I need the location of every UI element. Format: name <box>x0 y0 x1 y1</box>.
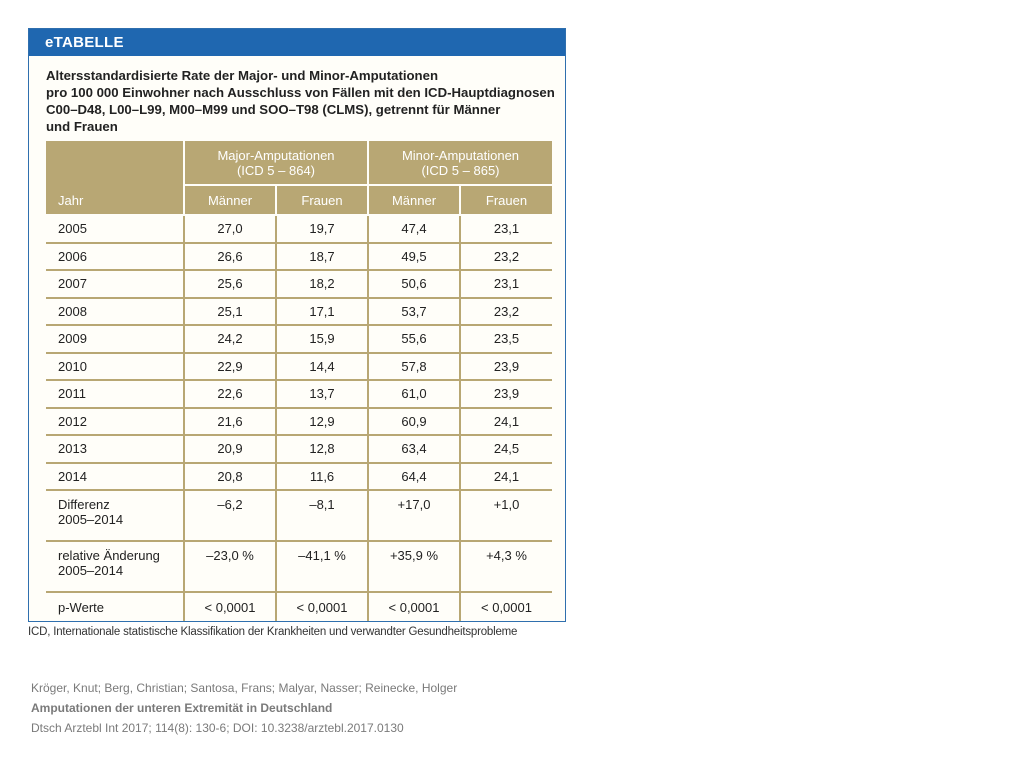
table-cell: 20,9 <box>184 435 277 464</box>
row-label: relative Änderung 2005–2014 <box>46 541 185 593</box>
row-label: 2009 <box>46 325 185 354</box>
table-footnote: ICD, Internationale statistische Klassif… <box>28 626 518 638</box>
table-cell: +1,0 <box>460 490 552 542</box>
table-cell: 23,9 <box>460 380 552 409</box>
table-cell: 25,1 <box>184 297 277 326</box>
table-cell: 23,9 <box>460 352 552 381</box>
table-cell: 14,4 <box>276 352 369 381</box>
table-cell: 61,0 <box>368 380 461 409</box>
table-cell: 27,0 <box>184 215 277 244</box>
table-cell: 23,1 <box>460 270 552 299</box>
table-cell: 63,4 <box>368 435 461 464</box>
table-cell: 17,1 <box>276 297 369 326</box>
table-cell: 22,9 <box>184 352 277 381</box>
row-label: 2014 <box>46 462 185 491</box>
table-cell: 49,5 <box>368 242 461 271</box>
citation: Kröger, Knut; Berg, Christian; Santosa, … <box>31 678 457 738</box>
table-cell: 23,2 <box>460 242 552 271</box>
column-header-minor-women: Frauen <box>460 185 552 216</box>
row-label: 2011 <box>46 380 185 409</box>
row-label: p-Werte <box>46 592 185 621</box>
column-header-minor-men: Männer <box>368 185 461 216</box>
table-cell: 15,9 <box>276 325 369 354</box>
table-cell: 24,1 <box>460 462 552 491</box>
table-label-band: eTABELLE <box>29 29 565 56</box>
table-cell: < 0,0001 <box>276 592 369 621</box>
table-cell: 12,9 <box>276 407 369 436</box>
table-cell: 12,8 <box>276 435 369 464</box>
table-cell: 23,2 <box>460 297 552 326</box>
table-row: 2006 26,6 18,7 49,5 23,2 <box>46 242 552 271</box>
table-cell: 23,1 <box>460 215 552 244</box>
table-cell: 53,7 <box>368 297 461 326</box>
citation-title: Amputationen der unteren Extremität in D… <box>31 701 333 715</box>
table-cell: +4,3 % <box>460 541 552 593</box>
table-cell: 11,6 <box>276 462 369 491</box>
table-cell: 25,6 <box>184 270 277 299</box>
table-cell: 26,6 <box>184 242 277 271</box>
table-row: p-Werte < 0,0001 < 0,0001 < 0,0001 < 0,0001 <box>46 592 552 621</box>
table-row: 2005 27,0 19,7 47,4 23,1 <box>46 215 552 244</box>
table-cell: 47,4 <box>368 215 461 244</box>
table-cell: 18,2 <box>276 270 369 299</box>
data-table: Jahr Major-Amputationen (ICD 5 – 864) Min… <box>46 141 552 621</box>
column-header-major-women: Frauen <box>276 185 369 216</box>
table-cell: 23,5 <box>460 325 552 354</box>
citation-authors: Kröger, Knut; Berg, Christian; Santosa, … <box>31 681 458 695</box>
table-row: 2012 21,6 12,9 60,9 24,1 <box>46 407 552 436</box>
table-cell: +35,9 % <box>368 541 461 593</box>
row-label: 2005 <box>46 215 185 244</box>
table-cell: 24,2 <box>184 325 277 354</box>
table-row: 2008 25,1 17,1 53,7 23,2 <box>46 297 552 326</box>
table-row: 2013 20,9 12,8 63,4 24,5 <box>46 435 552 464</box>
table-cell: 18,7 <box>276 242 369 271</box>
table-row: relative Änderung 2005–2014 –23,0 % –41,1 %… <box>46 541 552 593</box>
table-row: 2007 25,6 18,2 50,6 23,1 <box>46 270 552 299</box>
table-cell: +17,0 <box>368 490 461 542</box>
table-cell: –23,0 % <box>184 541 277 593</box>
table-cell: 50,6 <box>368 270 461 299</box>
column-header-major-men: Männer <box>184 185 277 216</box>
table-cell: 13,7 <box>276 380 369 409</box>
table-cell: 60,9 <box>368 407 461 436</box>
table-cell: 20,8 <box>184 462 277 491</box>
row-label: 2012 <box>46 407 185 436</box>
row-label: 2007 <box>46 270 185 299</box>
column-header-year: Jahr <box>46 141 185 216</box>
table-cell: 21,6 <box>184 407 277 436</box>
table-cell: 24,5 <box>460 435 552 464</box>
table-cell: < 0,0001 <box>481 599 532 615</box>
column-group-major: Major-Amputationen (ICD 5 – 864) <box>184 141 369 186</box>
citation-source: Dtsch Arztebl Int 2017; 114(8): 130-6; D… <box>31 721 404 735</box>
table-cell: –6,2 <box>184 490 277 542</box>
table-row: 2014 20,8 11,6 64,4 24,1 <box>46 462 552 491</box>
table-cell: –8,1 <box>276 490 369 542</box>
table-cell: –41,1 % <box>276 541 369 593</box>
table-cell: < 0,0001 <box>368 592 461 621</box>
table-cell: 22,6 <box>184 380 277 409</box>
table-cell: 55,6 <box>368 325 461 354</box>
table-row: 2011 22,6 13,7 61,0 23,9 <box>46 380 552 409</box>
table-row: Differenz 2005–2014 –6,2 –8,1 +17,0 +1,0 <box>46 490 552 542</box>
row-label: 2013 <box>46 435 185 464</box>
table-row: 2010 22,9 14,4 57,8 23,9 <box>46 352 552 381</box>
table-cell: < 0,0001 <box>184 592 277 621</box>
table-cell: 24,1 <box>460 407 552 436</box>
table-row: 2009 24,2 15,9 55,6 23,5 <box>46 325 552 354</box>
row-label: 2010 <box>46 352 185 381</box>
table-title: Altersstandardisierte Rate der Major- un… <box>46 68 555 134</box>
column-group-minor: Minor-Amputationen (ICD 5 – 865) <box>368 141 552 186</box>
table-cell: 64,4 <box>368 462 461 491</box>
row-label: 2008 <box>46 297 185 326</box>
row-label: 2006 <box>46 242 185 271</box>
row-label: Differenz 2005–2014 <box>46 490 185 542</box>
table-figure: eTABELLE Altersstandardisierte Rate der … <box>28 28 566 622</box>
table-cell: 57,8 <box>368 352 461 381</box>
table-cell: 19,7 <box>276 215 369 244</box>
